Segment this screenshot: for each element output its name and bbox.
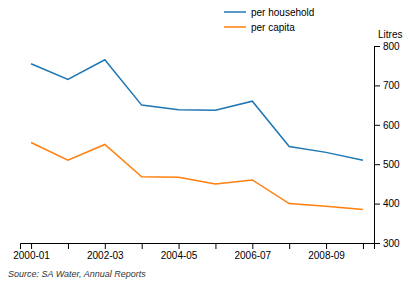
x-tick-mark (68, 243, 69, 249)
x-tick-mark (289, 243, 290, 249)
x-tick-label: 2006-07 (234, 250, 271, 261)
x-tick-mark (179, 243, 180, 249)
x-tick (289, 243, 290, 249)
y-tick-mark (374, 243, 380, 244)
x-tick-label: 2000-01 (13, 250, 50, 261)
x-tick (68, 243, 69, 249)
x-tick-label: 2002-03 (87, 250, 124, 261)
y-tick-label: 400 (383, 198, 400, 209)
y-tick-label: 800 (383, 41, 400, 52)
legend-label: per household (251, 7, 314, 18)
x-tick: 2004-05 (161, 243, 198, 261)
y-tick: 300 (374, 238, 400, 249)
y-tick-label: 500 (383, 159, 400, 170)
x-tick: 2008-09 (308, 243, 345, 261)
y-tick: 700 (374, 80, 400, 91)
x-tick-mark (31, 243, 32, 249)
x-tick-mark (105, 243, 106, 249)
y-axis: 300 400 500 600 700 800 (374, 41, 400, 249)
y-tick-mark (374, 125, 380, 126)
x-tick (142, 243, 143, 249)
x-tick-mark (215, 243, 216, 249)
lines (31, 60, 363, 210)
y-tick: 400 (374, 198, 400, 209)
y-tick: 800 (374, 41, 400, 52)
y-tick-mark (374, 85, 380, 86)
legend-item: per household (224, 7, 314, 18)
x-tick: 2002-03 (87, 243, 124, 261)
x-tick-mark (363, 243, 364, 249)
chart: 2000-01 2002-03 2004-05 2006-07 2008-09 300 40… (0, 0, 416, 283)
y-tick: 500 (374, 159, 400, 170)
y-axis-label: Litres (378, 29, 402, 40)
legend-swatch (224, 11, 246, 13)
series-line (31, 60, 363, 160)
y-axis-line (375, 47, 381, 244)
legend-label: per capita (251, 22, 295, 33)
y-tick-mark (374, 164, 380, 165)
y-tick: 600 (374, 120, 400, 131)
x-tick-label: 2008-09 (308, 250, 345, 261)
x-tick: 2000-01 (13, 243, 50, 261)
x-axis: 2000-01 2002-03 2004-05 2006-07 2008-09 (13, 243, 374, 261)
legend-item: per capita (224, 22, 295, 33)
x-tick (215, 243, 216, 249)
x-axis-line (21, 244, 375, 250)
x-tick-label: 2004-05 (161, 250, 198, 261)
legend: per household per capita (224, 7, 314, 33)
x-tick-mark (326, 243, 327, 249)
plot: 2000-01 2002-03 2004-05 2006-07 2008-09 300 40… (13, 29, 402, 261)
x-tick-mark (142, 243, 143, 249)
y-tick-label: 600 (383, 120, 400, 131)
series-line (31, 143, 363, 210)
y-tick-label: 700 (383, 80, 400, 91)
x-tick (363, 243, 364, 249)
y-tick-mark (374, 204, 380, 205)
source-note: Source: SA Water, Annual Reports (8, 269, 146, 279)
y-tick-mark (374, 46, 380, 47)
legend-swatch (224, 26, 246, 28)
x-tick-mark (252, 243, 253, 249)
y-tick-label: 300 (383, 238, 400, 249)
x-tick: 2006-07 (234, 243, 271, 261)
